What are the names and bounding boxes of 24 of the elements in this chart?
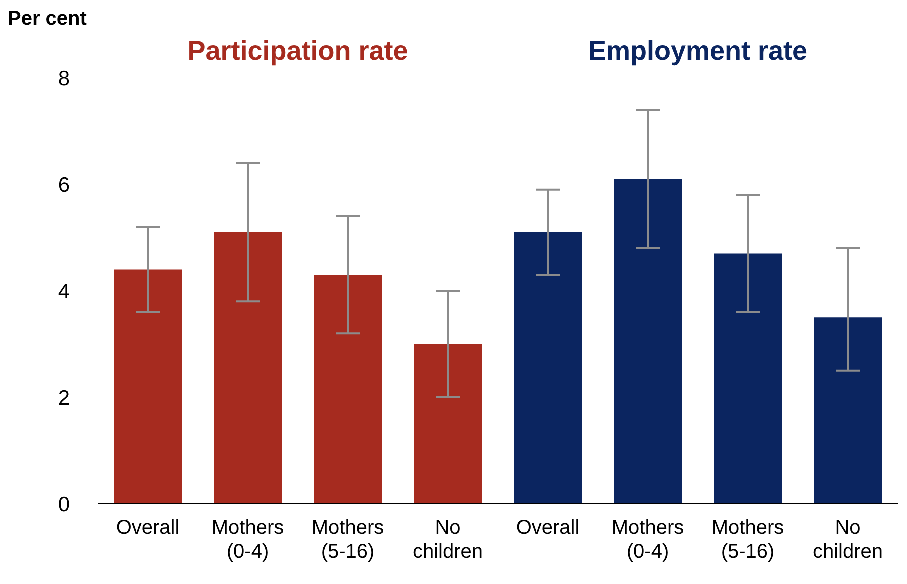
text: Participation rate [186,36,410,67]
bar [714,254,782,504]
x-tick-label: Mothers (5-16) [712,517,784,563]
x-tick-label: Overall [116,517,180,539]
x-tick-label: Mothers (0-4) [212,517,284,563]
x-tick-label: Mothers (5-16) [312,517,384,563]
bar [114,270,182,504]
y-axis-title: Per cent [8,8,87,31]
bar [814,318,882,504]
y-tick-label: 6 [58,174,70,197]
x-tick-label: Overall [516,517,580,539]
x-tick-label: No children [412,517,484,563]
bar [514,232,582,504]
y-tick-label: 8 [58,67,70,90]
y-tick-label: 4 [58,280,70,304]
x-tick-label: No children [812,517,884,563]
bar [214,232,282,504]
bar [614,179,682,504]
bar [314,275,382,504]
y-tick-label: 0 [58,493,70,516]
bar [414,344,482,504]
x-tick-label: Mothers (0-4) [612,517,684,563]
text: Employment rate [587,36,809,67]
y-tick-label: 2 [58,386,70,410]
